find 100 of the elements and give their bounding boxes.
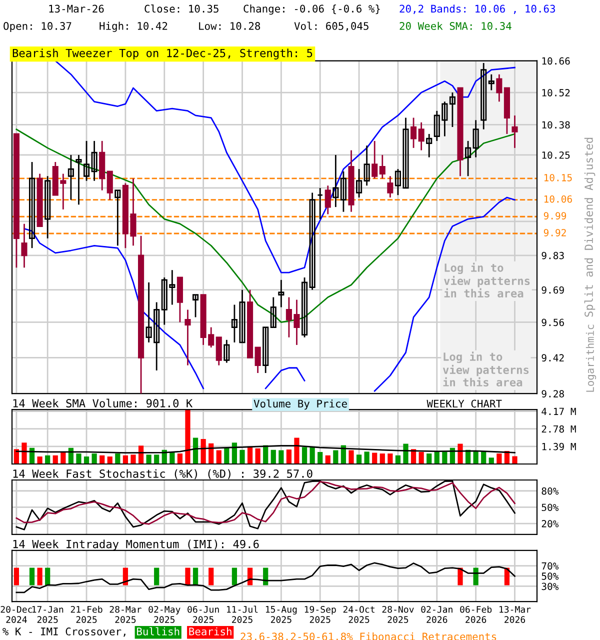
- bar: [442, 452, 448, 464]
- text: 20,2 Bands: 10.06 , 10.63: [400, 4, 555, 14]
- x-tick-label: 24-Oct 2025: [343, 606, 374, 623]
- x-tick-label: 17-Jan 2025: [32, 606, 64, 623]
- candlestick: [317, 187, 324, 220]
- chart-title: Bearish Tweezer Top on 12-Dec-25, Strength: 5: [12, 48, 312, 60]
- x-tick-label: 28-Mar 2025: [110, 606, 142, 623]
- bar: [388, 454, 393, 464]
- y-tick-label: 30%: [542, 582, 559, 590]
- bar: [122, 455, 128, 464]
- bar: [372, 452, 378, 464]
- candlestick: [114, 190, 121, 246]
- text: Bearish: [189, 627, 232, 636]
- bar: [294, 438, 300, 464]
- candlestick: [472, 119, 479, 158]
- bar: [240, 450, 245, 464]
- bar: [356, 454, 362, 464]
- y-tick-label: 20%: [542, 520, 559, 528]
- candlestick: [418, 122, 424, 151]
- text: High: 10.42: [100, 22, 168, 32]
- bar: [364, 452, 370, 464]
- bar: [333, 450, 338, 464]
- candlestick: [184, 309, 191, 366]
- bar: [37, 456, 42, 464]
- y-tick-label: 10.66: [542, 57, 570, 65]
- bar: [488, 458, 494, 464]
- candlestick: [372, 140, 378, 180]
- candlestick: [224, 339, 230, 364]
- x-tick-label: 06-Feb 2026: [460, 606, 492, 623]
- bar: [512, 456, 518, 464]
- bar: [473, 450, 478, 464]
- x-tick-label: 11-Jul 2025: [227, 606, 258, 623]
- bar: [286, 449, 292, 464]
- bar: [348, 450, 354, 464]
- y-tick-label: 9.83: [542, 252, 564, 260]
- bar: [76, 454, 82, 464]
- line-series: [16, 562, 516, 594]
- bar: [232, 442, 238, 464]
- bar: [200, 438, 206, 464]
- candlestick: [426, 133, 432, 158]
- x-tick-label: 28-Nov 2025: [382, 606, 414, 623]
- bar: [278, 450, 284, 464]
- candlestick: [216, 336, 222, 366]
- chart-title: 14 Week Fast Stochastic (%K) (%D) : 39.2 57.0: [13, 469, 312, 480]
- ref-line-label: 9.92: [544, 229, 566, 236]
- bar: [302, 447, 308, 464]
- bar: [318, 452, 323, 464]
- x-tick-label: 15-Aug 2025: [266, 606, 297, 623]
- x-tick-label: 21-Feb 2025: [70, 606, 102, 623]
- x-tick-label: 19-Sep 2025: [304, 606, 336, 623]
- bar: [310, 447, 315, 464]
- bar: [380, 454, 385, 464]
- text: Change: -0.06 {-0.6 %}: [244, 4, 380, 15]
- bar: [45, 455, 50, 464]
- bar: [224, 448, 230, 464]
- y-tick-label: 9.42: [542, 354, 564, 362]
- line-series: [16, 444, 516, 454]
- y-tick-label: 4.17 M: [542, 408, 576, 415]
- candlestick: [106, 170, 113, 201]
- bar: [403, 444, 408, 464]
- candlestick: [270, 296, 276, 328]
- y-tick-label: 10.25: [542, 151, 570, 159]
- bar: [458, 444, 463, 464]
- text: Vol: 605,045: [294, 22, 368, 32]
- bar: [255, 448, 260, 464]
- bar: [185, 410, 190, 464]
- text: Low: 10.28: [199, 22, 260, 30]
- bar: [325, 455, 330, 464]
- ref-line-label: 10.06: [544, 195, 572, 203]
- legend-title: % K - IMI Crossover,: [2, 628, 126, 637]
- candlestick: [387, 175, 394, 198]
- y-tick-label: 50%: [542, 572, 559, 580]
- bar: [100, 455, 105, 464]
- candlestick: [278, 279, 284, 308]
- y-tick-label: 10.38: [542, 121, 570, 129]
- y-tick-label: 1.39 M: [542, 442, 576, 450]
- candlestick: [21, 223, 28, 268]
- x-tick-label: 13-Mar 2026: [500, 606, 531, 623]
- text: WEEKLY CHART: [426, 400, 502, 408]
- candlestick: [91, 140, 98, 182]
- bar: [146, 454, 152, 464]
- text: Bullish: [137, 627, 180, 636]
- text: 23.6-38.2-50-61.8% Fibonacci Retracements: [240, 632, 496, 640]
- candlestick: [309, 192, 316, 291]
- bar: [395, 455, 401, 464]
- candlestick: [192, 294, 199, 318]
- bar: [107, 456, 112, 464]
- x-tick-label: 02-Jan 2026: [421, 606, 452, 623]
- candlestick: [340, 170, 346, 213]
- candlestick: [465, 140, 472, 177]
- candlestick: [44, 175, 51, 240]
- candlestick: [496, 74, 502, 102]
- annotation: Log in to view patterns in this area: [442, 352, 529, 386]
- y-tick-label: 9.28: [542, 390, 564, 398]
- bar: [115, 454, 120, 464]
- text: Open: 10.37: [4, 22, 72, 32]
- bar: [418, 452, 424, 464]
- candlestick: [488, 74, 494, 91]
- bar: [216, 450, 222, 464]
- text: Close: 10.35: [144, 4, 218, 13]
